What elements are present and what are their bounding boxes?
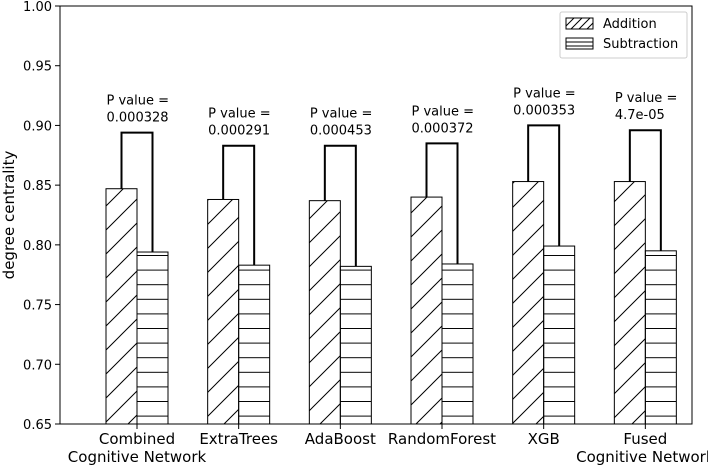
bar-addition — [512, 181, 545, 425]
p-value-annotation: P value = — [310, 107, 373, 122]
bar-subtraction — [543, 245, 576, 425]
bar-addition — [308, 200, 341, 425]
x-tick-label: ExtraTrees — [199, 430, 278, 448]
x-tick-label: Fused — [623, 430, 667, 448]
significance-bracket — [628, 129, 662, 251]
p-value-annotation: 0.000328 — [107, 111, 169, 126]
y-tick-label: 0.85 — [23, 179, 52, 194]
p-value-annotation: 4.7e-05 — [615, 108, 665, 123]
bar-subtraction — [339, 265, 372, 425]
bar-subtraction — [644, 250, 677, 425]
significance-bracket — [222, 144, 256, 266]
bar-addition — [613, 181, 646, 425]
legend-label: Subtraction — [603, 37, 678, 52]
y-tick-label: 0.95 — [23, 60, 52, 75]
x-tick-label: AdaBoost — [305, 430, 376, 448]
significance-bracket — [527, 124, 561, 247]
p-value-annotation: 0.000353 — [513, 103, 575, 118]
p-value-annotation: 0.000453 — [310, 124, 372, 139]
bar-addition — [105, 188, 138, 425]
y-tick-label: 0.75 — [23, 299, 52, 314]
bar-subtraction — [238, 264, 271, 425]
legend-label: Addition — [603, 17, 657, 32]
significance-bracket — [120, 131, 154, 253]
plot-area: 0.65 0.70 0.75 0.80 0.85 0.90 0.95 1.00 P value … — [23, 0, 708, 466]
significance-bracket — [323, 144, 357, 267]
plot-frame — [59, 5, 693, 425]
y-tick-label: 0.65 — [23, 418, 52, 433]
p-value-annotation: P value = — [208, 107, 271, 122]
legend-swatch-subtraction — [565, 37, 594, 50]
p-value-annotation: P value = — [615, 91, 678, 106]
bar-subtraction — [441, 263, 474, 425]
significance-bracket — [425, 142, 459, 264]
x-tick-label: XGB — [528, 430, 560, 448]
x-tick-label: Cognitive Network — [68, 448, 207, 466]
p-value-annotation: P value = — [513, 86, 576, 101]
bar-addition — [207, 198, 240, 425]
p-value-annotation: 0.000291 — [208, 124, 270, 139]
x-tick-label: RandomForest — [388, 430, 496, 448]
p-value-annotation: P value = — [107, 94, 170, 109]
x-tick-label: Combined — [99, 430, 175, 448]
p-value-annotation: 0.000372 — [412, 121, 474, 136]
y-tick-label: 0.90 — [23, 119, 52, 134]
y-axis-label: degree centrality — [0, 151, 18, 280]
y-tick-label: 1.00 — [23, 0, 52, 15]
y-tick-label: 0.70 — [23, 358, 52, 373]
p-value-annotation: P value = — [412, 104, 475, 119]
legend: Addition Subtraction — [559, 11, 688, 59]
bar-addition — [410, 196, 443, 425]
y-tick-label: 0.80 — [23, 239, 52, 254]
legend-swatch-addition — [565, 17, 594, 30]
x-tick-label: Cognitive Network — [576, 448, 708, 466]
bar-subtraction — [136, 251, 169, 425]
